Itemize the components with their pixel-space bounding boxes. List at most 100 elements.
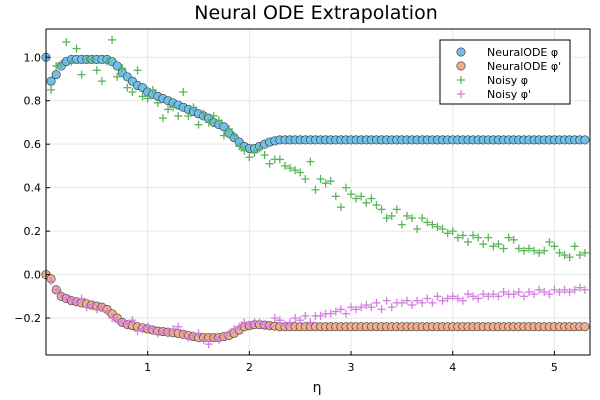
- plus-point: [545, 237, 554, 246]
- plus-point: [189, 331, 198, 340]
- plus-point: [123, 83, 132, 92]
- plus-point: [174, 111, 183, 120]
- plus-point: [382, 214, 391, 223]
- plus-point: [194, 120, 203, 129]
- plus-point: [286, 318, 295, 327]
- plus-point: [367, 194, 376, 203]
- plus-point: [67, 57, 76, 66]
- plus-point: [148, 324, 157, 333]
- plus-point: [489, 242, 498, 251]
- plus-point: [194, 329, 203, 338]
- plus-point: [499, 244, 508, 253]
- plus-point: [397, 220, 406, 229]
- plus-point: [235, 322, 244, 331]
- plus-point: [428, 298, 437, 307]
- plus-point: [204, 118, 213, 127]
- plus-point: [103, 307, 112, 316]
- plus-point: [530, 290, 539, 299]
- plus-point: [113, 316, 122, 325]
- plus-point: [479, 290, 488, 299]
- plus-point: [575, 283, 584, 292]
- y-tick-label: 0.6: [24, 138, 42, 151]
- plus-point: [87, 301, 96, 310]
- plus-point: [535, 248, 544, 257]
- plus-point: [92, 305, 101, 314]
- plus-point: [443, 229, 452, 238]
- plus-point: [484, 233, 493, 242]
- plus-point: [47, 85, 56, 94]
- plus-point: [341, 183, 350, 192]
- plus-point: [260, 320, 269, 329]
- plus-point: [580, 248, 589, 257]
- plus-point: [321, 179, 330, 188]
- legend-label: NeuralODE φ': [487, 60, 561, 73]
- series-layer: [41, 35, 590, 349]
- plus-point: [270, 314, 279, 323]
- plus-point: [57, 290, 66, 299]
- plus-point: [469, 292, 478, 301]
- plus-point: [62, 38, 71, 47]
- plus-point: [560, 251, 569, 260]
- plus-point: [362, 301, 371, 310]
- plus-point: [402, 296, 411, 305]
- plus-point: [428, 220, 437, 229]
- plus-point: [240, 146, 249, 155]
- plus-point: [499, 287, 508, 296]
- plus-point: [255, 318, 264, 327]
- plus-point: [377, 205, 386, 214]
- plus-point: [372, 201, 381, 210]
- plus-point: [494, 292, 503, 301]
- plus-point: [296, 168, 305, 177]
- plus-point: [524, 244, 533, 253]
- x-tick-label: 5: [551, 361, 558, 374]
- plus-point: [245, 153, 254, 162]
- y-tick-label: 0.4: [24, 182, 42, 195]
- plus-point: [291, 166, 300, 175]
- plus-point: [306, 157, 315, 166]
- y-tick-label: 1.0: [24, 51, 42, 64]
- plus-point: [199, 109, 208, 118]
- plus-point: [458, 231, 467, 240]
- plus-point: [204, 340, 213, 349]
- plus-point: [352, 194, 361, 203]
- plus-point: [524, 287, 533, 296]
- plus-point: [280, 320, 289, 329]
- plus-point: [448, 292, 457, 301]
- plus-point: [357, 192, 366, 201]
- plus-point: [326, 177, 335, 186]
- plus-point: [458, 296, 467, 305]
- legend-label: Noisy φ': [487, 88, 531, 101]
- plus-point: [169, 324, 178, 333]
- plus-point: [438, 224, 447, 233]
- legend-label: NeuralODE φ: [487, 46, 558, 59]
- y-tick-label: 0.8: [24, 95, 42, 108]
- plus-point: [469, 231, 478, 240]
- plus-point: [219, 331, 228, 340]
- plus-point: [133, 327, 142, 336]
- plus-point: [514, 287, 523, 296]
- plus-point: [387, 303, 396, 312]
- plus-point: [570, 285, 579, 294]
- plus-point: [357, 303, 366, 312]
- circle-point: [580, 135, 590, 145]
- plus-point: [382, 296, 391, 305]
- plus-point: [240, 318, 249, 327]
- plus-point: [331, 192, 340, 201]
- plus-point: [545, 290, 554, 299]
- plus-point: [479, 240, 488, 249]
- plus-point: [575, 251, 584, 260]
- plus-point: [453, 233, 462, 242]
- plus-point: [336, 203, 345, 212]
- x-tick-label: 1: [144, 361, 151, 374]
- plus-point: [128, 88, 137, 97]
- x-axis-label: η: [313, 380, 322, 396]
- plus-point: [87, 55, 96, 64]
- plus-point: [316, 311, 325, 320]
- plus-point: [179, 88, 188, 97]
- plus-point: [164, 329, 173, 338]
- plus-point: [560, 285, 569, 294]
- plus-point: [103, 57, 112, 66]
- plus-point: [143, 322, 152, 331]
- plus-point: [230, 324, 239, 333]
